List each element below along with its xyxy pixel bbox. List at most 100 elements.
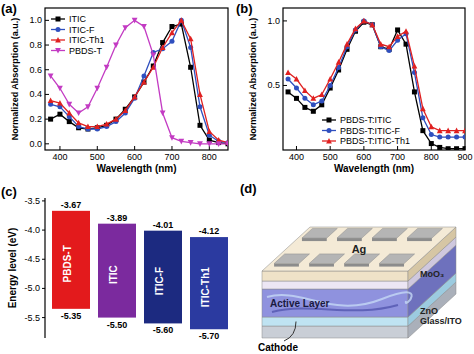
marker [412, 89, 417, 94]
marker [311, 109, 316, 114]
marker [454, 128, 460, 134]
marker [141, 73, 146, 78]
marker [197, 123, 202, 128]
marker [188, 140, 194, 146]
plot-data [285, 18, 465, 150]
marker [197, 141, 203, 147]
bar [144, 231, 182, 324]
panel-label: (c) [1, 184, 17, 199]
bar [98, 224, 136, 318]
marker [55, 48, 61, 54]
x-tick [397, 146, 398, 150]
marker [286, 89, 291, 94]
y-tick-label: 0.4 [29, 89, 42, 99]
x-tick-label: 700 [390, 152, 405, 162]
marker [437, 128, 443, 134]
marker [310, 95, 316, 101]
marker [85, 104, 91, 110]
marker [178, 139, 184, 145]
x-tick-label: 600 [127, 152, 142, 162]
marker [420, 106, 426, 112]
marker [56, 27, 61, 32]
marker [57, 86, 63, 92]
marker [285, 69, 291, 75]
marker [463, 135, 466, 140]
marker [327, 128, 332, 133]
series-line [51, 20, 228, 142]
electrode-side [274, 264, 299, 267]
electrode-side [337, 238, 362, 241]
marker [319, 98, 324, 103]
x-tick [134, 146, 135, 150]
y-tick-label: 0.0 [29, 139, 42, 149]
marker [141, 79, 147, 85]
marker [403, 28, 409, 34]
marker [319, 91, 325, 97]
marker [311, 102, 316, 107]
legend-text: PBDS-T:ITIC [340, 115, 392, 125]
panel-label: (a) [1, 1, 17, 16]
marker [420, 115, 425, 120]
marker [85, 123, 91, 129]
marker [429, 132, 434, 137]
legend: ITICITIC-FITIC-Th1PBDS-T [51, 14, 105, 56]
x-tick [97, 146, 98, 150]
figure: 4005006007008000.00.20.40.60.81.0(a)Wave… [0, 0, 474, 354]
series-line [288, 21, 465, 137]
legend-text: ITIC-F [69, 25, 95, 35]
layer-front [262, 326, 408, 338]
marker [57, 100, 63, 106]
data-label: -4.12 [199, 226, 220, 236]
electrode [379, 254, 414, 264]
electrode [309, 254, 344, 264]
layer-label: Glass/ITO [420, 316, 462, 326]
marker [76, 110, 82, 116]
marker [104, 121, 110, 127]
electrode-side [407, 238, 432, 241]
category-label: ITIC-Th1 [200, 267, 211, 307]
x-tick-label: 600 [356, 152, 371, 162]
series-line [51, 24, 228, 144]
x-tick-label: 800 [202, 152, 217, 162]
series-line [51, 20, 228, 143]
marker [169, 24, 174, 29]
marker [412, 63, 418, 69]
marker [55, 37, 61, 43]
y-tick [42, 317, 45, 318]
electrode [407, 228, 442, 238]
category-label: PBDS-T [62, 245, 73, 282]
legend-text: ITIC [69, 14, 86, 24]
y-tick [42, 259, 45, 260]
marker [122, 107, 128, 113]
marker [446, 146, 451, 150]
y-tick-label: 1.0 [267, 16, 280, 26]
category-label: ITIC-F [154, 267, 165, 295]
marker [197, 104, 202, 109]
y-axis-label: Normalized Absorption (a.u.) [10, 18, 20, 141]
legend-text: PBDS-T [69, 46, 103, 56]
y-tick [42, 230, 45, 231]
x-axis-label: Wavelength (nm) [96, 163, 176, 174]
marker [395, 33, 401, 39]
marker [428, 124, 434, 130]
marker [113, 43, 119, 49]
marker [188, 65, 193, 70]
data-label: -5.70 [199, 331, 220, 341]
marker [132, 94, 138, 100]
marker [225, 141, 228, 147]
series-line [51, 20, 228, 142]
y-tick-label: 0.6 [29, 65, 42, 75]
marker [57, 112, 62, 117]
layer-front [262, 317, 408, 326]
electrode-side [309, 264, 334, 267]
y-tick-label: -3.5 [24, 196, 40, 206]
marker [437, 145, 442, 150]
marker [48, 98, 54, 104]
electrode [302, 228, 337, 238]
marker [197, 91, 203, 97]
x-tick [296, 146, 297, 150]
marker [66, 110, 72, 116]
marker [122, 25, 128, 31]
marker [445, 128, 451, 134]
marker [56, 17, 61, 22]
